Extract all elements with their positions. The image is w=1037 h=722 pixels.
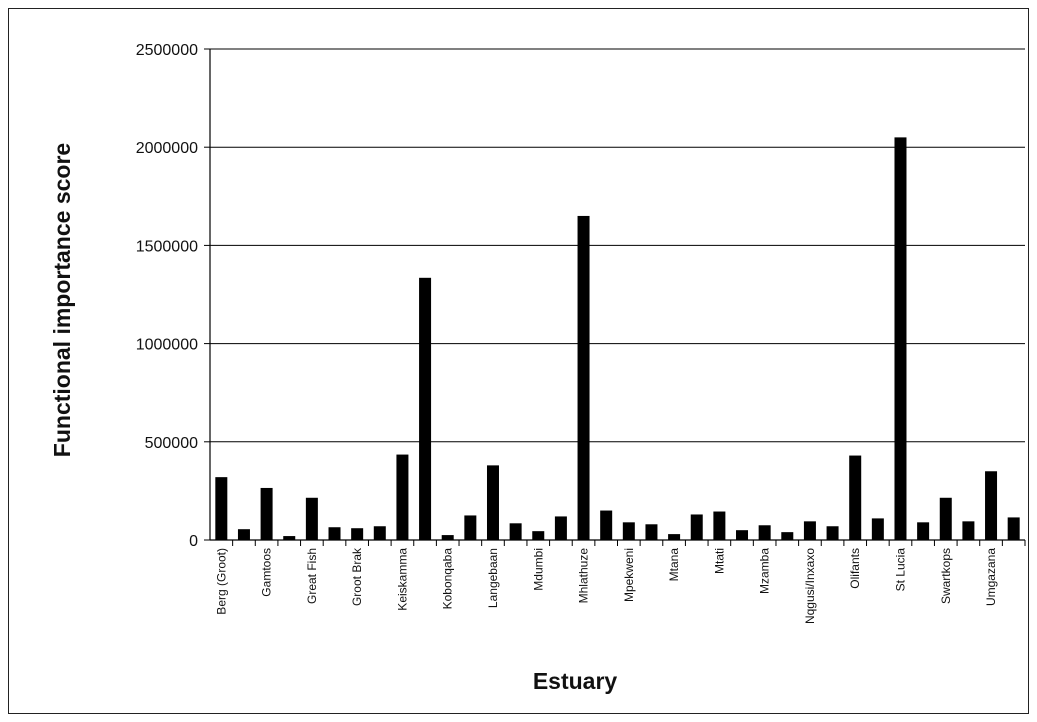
y-tick-label: 1000000 (136, 337, 198, 354)
gridlines (210, 48, 1025, 443)
x-tick-label: Swartkops (939, 548, 953, 604)
y-tick-label: 2000000 (136, 140, 198, 157)
bar (486, 465, 499, 540)
bar (622, 522, 635, 540)
x-tick-label: Langebaan (486, 548, 500, 608)
bar (351, 528, 364, 540)
bar (668, 534, 681, 540)
y-tick-label: 2500000 (136, 42, 198, 59)
bar (849, 455, 862, 540)
bar (283, 536, 296, 540)
x-tick-label: Great Fish (305, 548, 319, 604)
x-tick-label: Kobonqaba (441, 548, 455, 610)
bar (577, 215, 590, 540)
x-tick-labels: Berg (Groot) Gamtoos Great Fish Groot Brak K… (214, 540, 1026, 624)
bars (215, 137, 1020, 540)
bar (260, 487, 273, 540)
x-tick-label: Keiskamma (395, 548, 409, 611)
bar (1007, 517, 1020, 540)
x-tick-label: Mdumbi (531, 548, 545, 591)
bar (645, 524, 658, 540)
bar (396, 454, 409, 540)
x-tick-label: Nqgusi/Inxaxo (803, 548, 817, 624)
bar (237, 529, 250, 540)
bar (441, 535, 454, 540)
bar (871, 518, 884, 540)
bar (781, 532, 794, 540)
bar (419, 277, 432, 540)
bar (962, 521, 975, 540)
x-tick-label: Mpekweni (622, 548, 636, 602)
bar (736, 530, 749, 540)
x-tick-label: St Lucia (893, 548, 907, 592)
y-tick-label: 0 (189, 533, 198, 550)
x-tick-label: Mtati (712, 548, 726, 574)
x-tick-label: Mzamba (758, 548, 772, 594)
x-tick-label: Mhlathuze (577, 548, 591, 604)
x-tick-label: Mtana (667, 548, 681, 582)
bar (758, 525, 771, 540)
bar (373, 526, 386, 540)
y-tick-label: 1500000 (136, 238, 198, 255)
x-tick-label: Umgazana (984, 548, 998, 606)
y-axis-title: Functional importance score (49, 143, 75, 457)
x-tick-label: Berg (Groot) (214, 548, 228, 615)
bar (328, 527, 341, 540)
bar (690, 514, 703, 540)
bar (917, 522, 930, 540)
bar (803, 521, 816, 540)
x-tick-label: Groot Brak (350, 547, 364, 606)
bar (554, 516, 567, 540)
bar (215, 477, 228, 540)
bar (509, 523, 522, 540)
bar (939, 497, 952, 540)
bar (532, 531, 545, 540)
x-tick-label: Gamtoos (260, 548, 274, 597)
x-tick-label: Olifants (848, 548, 862, 589)
bar (985, 471, 998, 540)
bar (600, 510, 613, 540)
bar (713, 511, 726, 540)
bar (305, 497, 318, 540)
y-tick-label: 500000 (145, 435, 198, 452)
y-tick-labels: 0 500000 1000000 1500000 2000000 2500000 (136, 42, 210, 550)
bar (464, 515, 477, 540)
chart-frame (8, 8, 1029, 714)
bar (894, 137, 907, 540)
x-axis-title: Estuary (533, 668, 618, 694)
bar (826, 526, 839, 540)
